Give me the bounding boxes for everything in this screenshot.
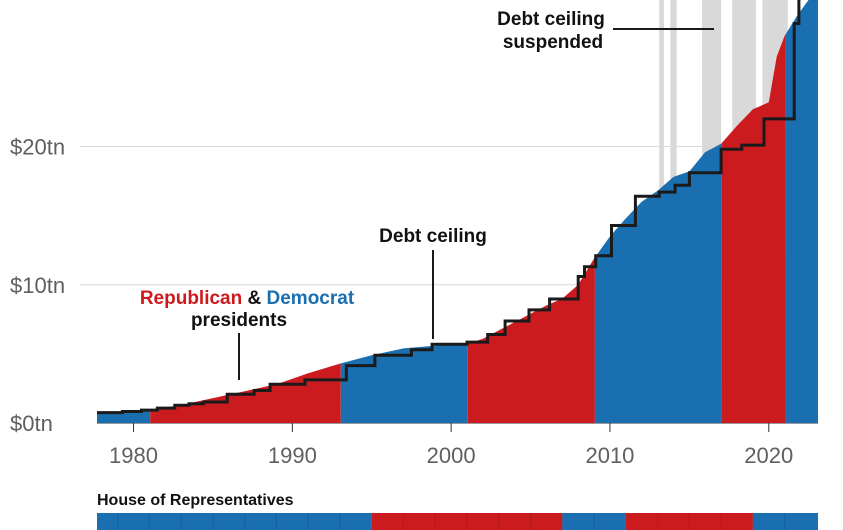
- suspended-label-line-2: suspended: [503, 32, 603, 53]
- party-legend: Republican & Democrat: [140, 288, 355, 309]
- debt-ceiling-line: [97, 0, 801, 415]
- y-tick-label: $20tn: [10, 135, 65, 160]
- legend-ampersand: &: [248, 288, 262, 309]
- presidency-area-democrat: [594, 142, 722, 423]
- debt-area: [97, 0, 818, 423]
- debt-ceiling-step-line: [97, 0, 801, 415]
- presidency-area-democrat: [785, 0, 818, 423]
- x-axis-ticks: 1980 1990 2000 2010 2020: [109, 423, 793, 468]
- annotations: Debt ceiling Debt ceiling suspended Repu…: [140, 9, 714, 380]
- x-tick-label: 2020: [744, 443, 793, 468]
- house-control-bar: [97, 513, 818, 530]
- x-tick-label: 2010: [585, 443, 634, 468]
- y-axis-ticks: $0tn $10tn $20tn: [10, 135, 65, 436]
- y-tick-label: $0tn: [10, 411, 53, 436]
- democrat-legend-label: Democrat: [267, 288, 355, 309]
- x-tick-label: 1980: [109, 443, 158, 468]
- suspended-label-line-1: Debt ceiling: [497, 9, 605, 30]
- presidents-label: presidents: [191, 310, 287, 331]
- presidency-area-republican: [721, 34, 786, 423]
- y-tick-label: $10tn: [10, 273, 65, 298]
- house-segment-democrat: [97, 513, 372, 530]
- presidency-area-democrat: [340, 343, 468, 423]
- debt-ceiling-label: Debt ceiling: [379, 226, 487, 247]
- x-tick-label: 1990: [268, 443, 317, 468]
- republican-legend-label: Republican: [140, 288, 242, 309]
- house-segment-republican: [371, 513, 563, 530]
- house-segment-republican: [625, 513, 753, 530]
- house-segment-democrat: [752, 513, 818, 530]
- house-segment-democrat: [562, 513, 626, 530]
- x-tick-label: 2000: [427, 443, 476, 468]
- house-title: House of Representatives: [97, 492, 294, 509]
